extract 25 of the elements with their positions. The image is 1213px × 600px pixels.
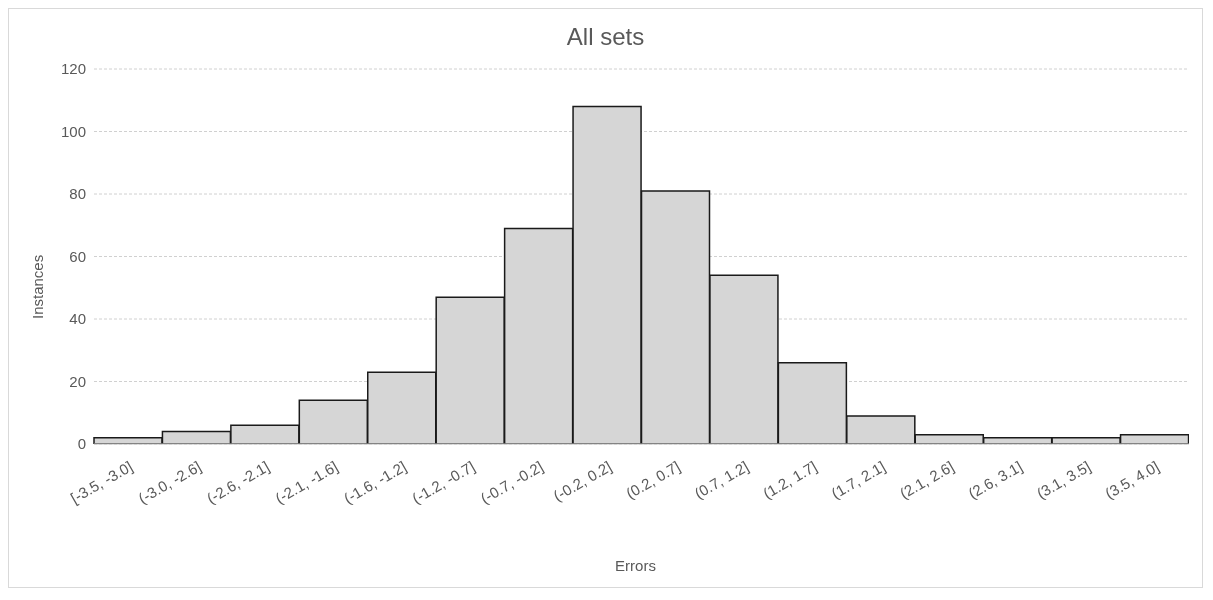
y-tick-label: 0: [77, 435, 86, 453]
x-tick-label: (3.5, 4.0]: [1102, 457, 1162, 502]
x-tick-label: (2.1, 2.6]: [896, 457, 957, 502]
x-axis-title: Errors: [614, 557, 657, 574]
x-tick-label: (-0.7, -0.2]: [477, 457, 546, 507]
y-tick-label: 40: [69, 310, 86, 328]
x-tick-label: (-0.2, 0.2]: [550, 457, 615, 505]
y-tick-label: 20: [69, 372, 86, 390]
y-axis-title: Instances: [29, 254, 46, 319]
y-tick-label: 100: [60, 122, 86, 140]
y-tick-label: 80: [69, 185, 86, 203]
x-tick-label: (3.1, 3.5]: [1033, 457, 1094, 502]
chart-title: All sets: [565, 23, 646, 51]
x-tick-label: (-2.1, -1.6]: [272, 457, 341, 507]
x-tick-label: (-1.6, -1.2]: [340, 457, 410, 507]
x-tick-label: (0.7, 1.2]: [691, 457, 752, 502]
y-tick-label: 120: [60, 60, 86, 78]
x-tick-label: (2.6, 3.1]: [965, 457, 1026, 502]
x-tick-label: (1.7, 2.1]: [828, 457, 889, 502]
y-tick-label: 60: [69, 247, 86, 265]
x-tick-label: (1.2, 1.7]: [759, 457, 820, 502]
x-tick-label: (-1.2, -0.7]: [409, 457, 478, 507]
x-tick-label: (-3.0, -2.6]: [135, 457, 204, 507]
x-tick-label: (-2.6, -2.1]: [203, 457, 273, 507]
x-tick-label: (0.2, 0.7]: [623, 457, 683, 502]
